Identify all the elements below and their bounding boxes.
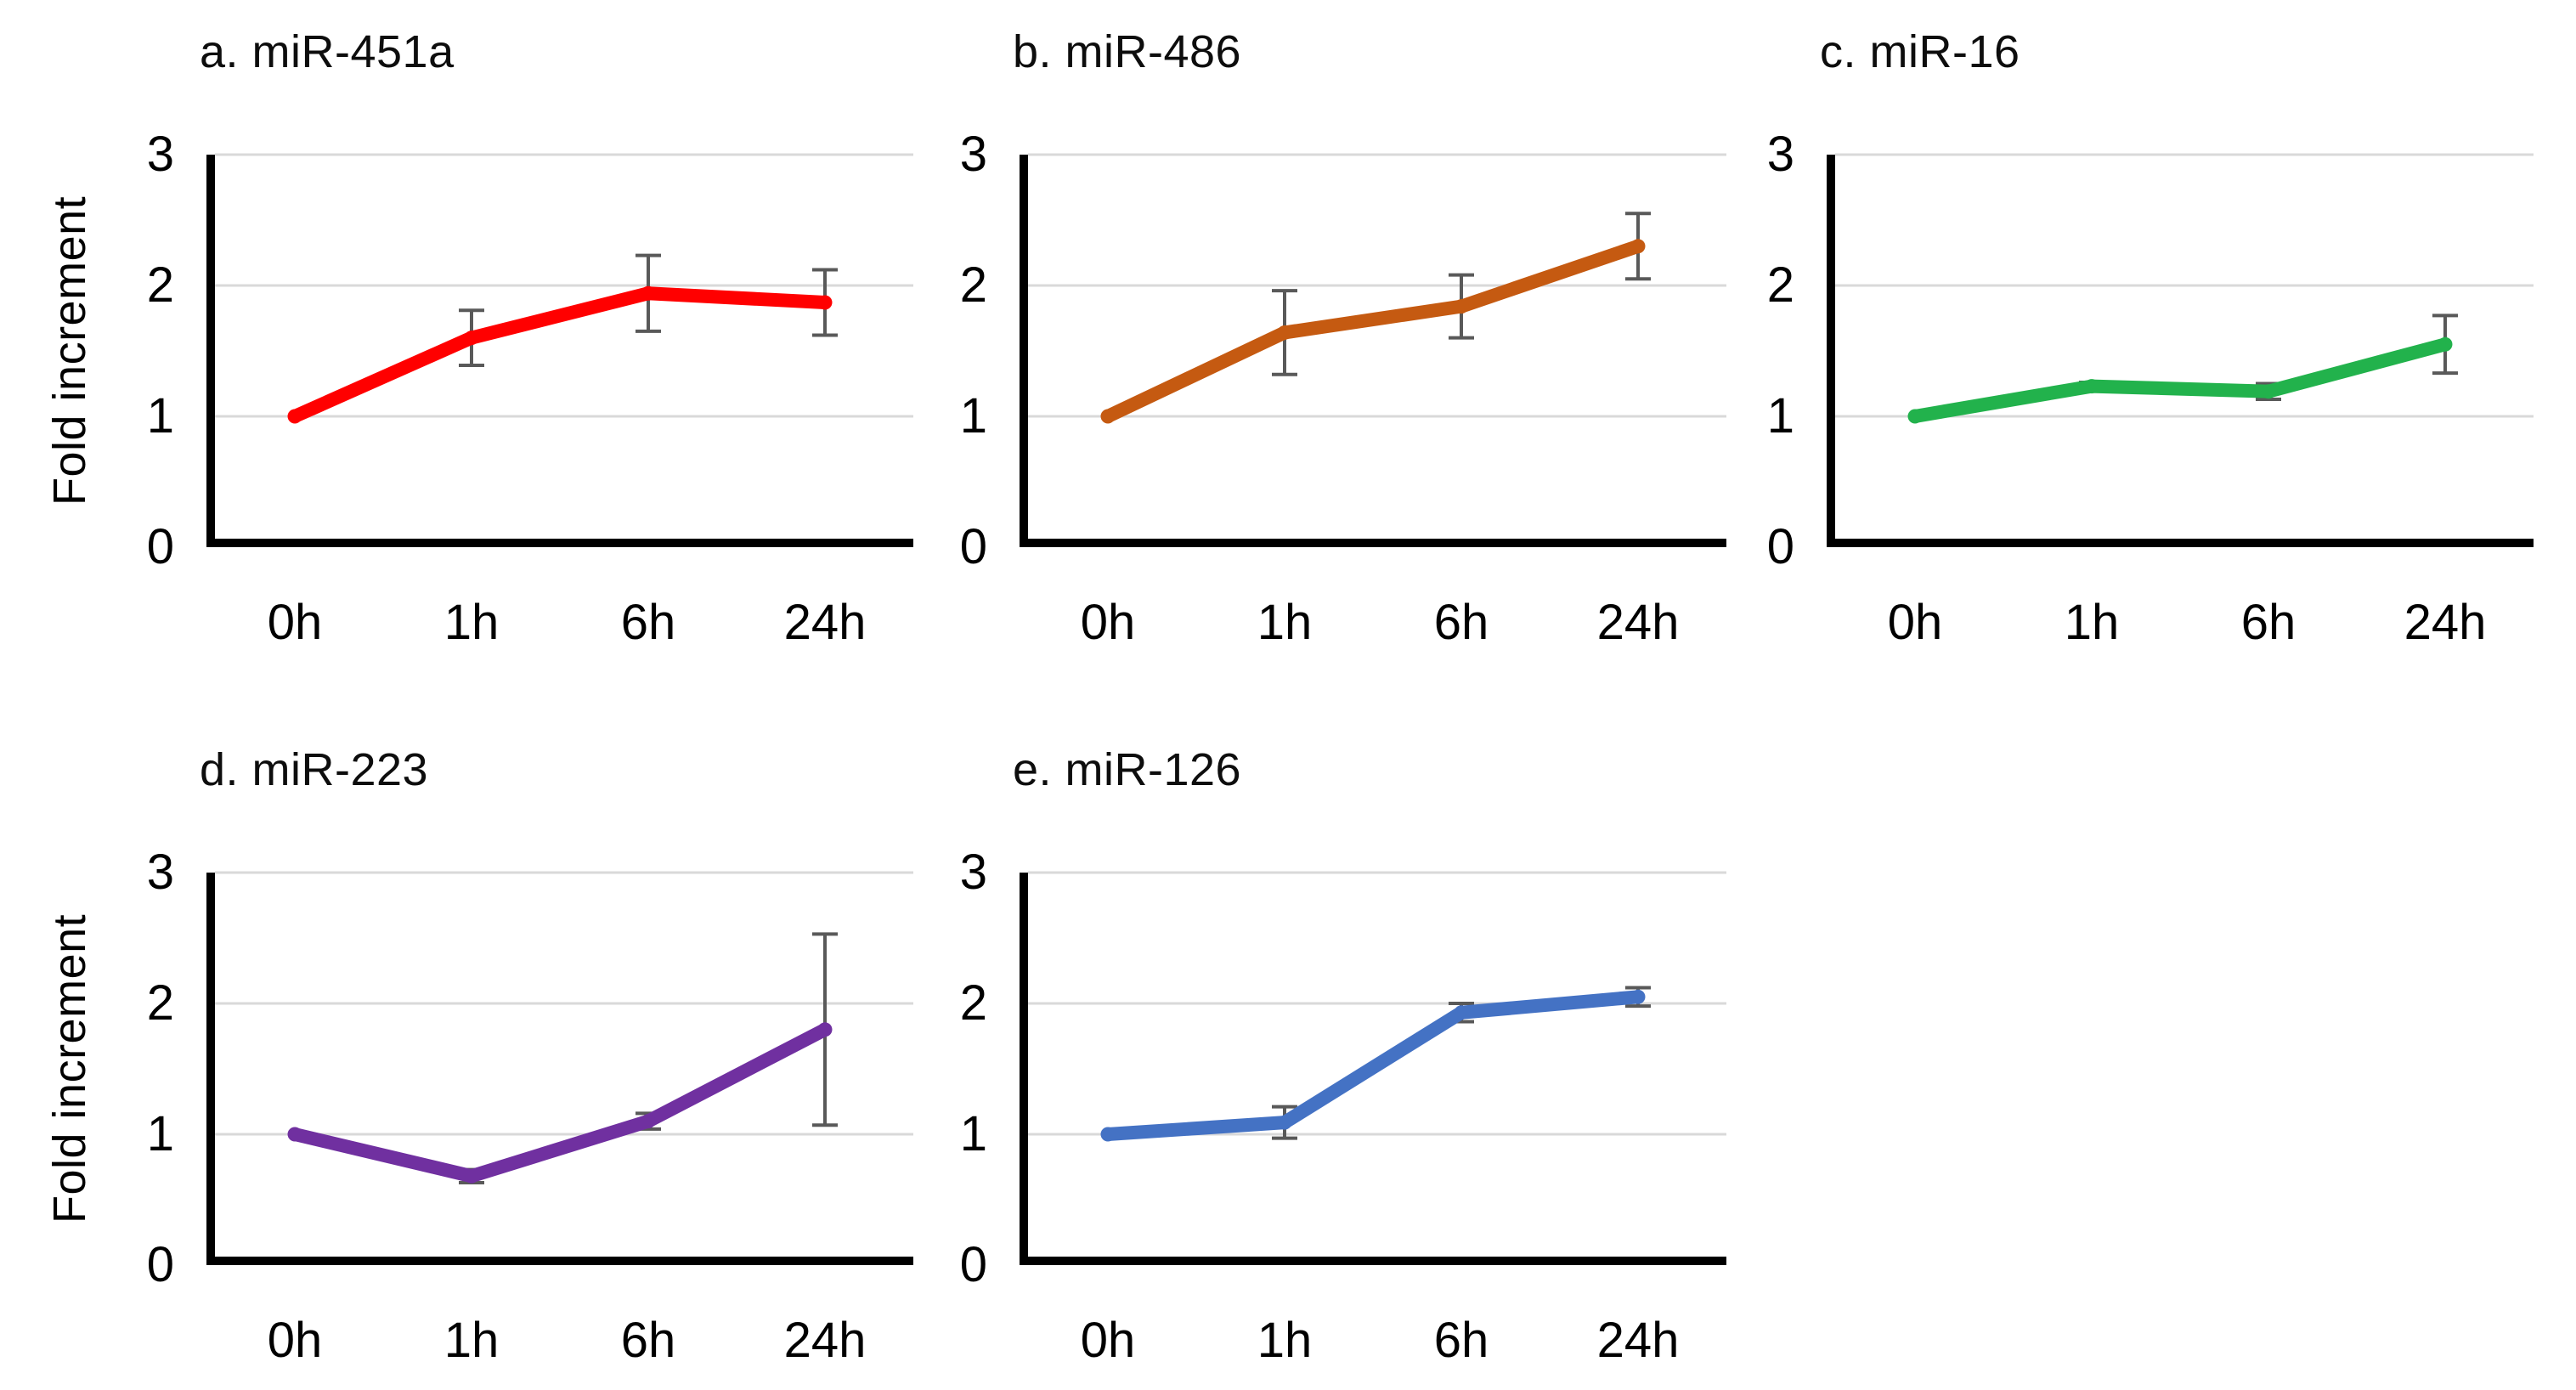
data-point [817,295,833,310]
y-tick-label: 2 [146,257,174,313]
x-axis-ticks: 0h 1h 6h 24h [206,1302,913,1379]
x-axis-ticks: 0h 1h 6h 24h [1020,1302,1726,1379]
y-tick-label: 3 [146,127,174,182]
x-tick-label: 6h [1433,1313,1489,1368]
data-line [288,1022,832,1184]
data-point [641,285,656,301]
y-tick-label: 0 [146,519,174,574]
y-tick-label: 1 [959,1106,987,1161]
x-tick-label: 0h [267,1313,323,1368]
data-point [817,1022,833,1037]
x-tick-label: 1h [1257,1313,1313,1368]
data-point [1454,299,1469,314]
chart-mir-451a: a. miR-451a Fold increment 3 2 1 0 0h 1h 6h 24… [44,26,913,650]
y-axis-ticks: 3 2 1 0 [907,845,987,1292]
x-axis-ticks: 0h 1h 6h 24h [1827,585,2534,661]
y-tick-label: 3 [146,845,174,900]
data-point [1907,409,1923,424]
chart-title: c. miR-16 [1820,26,2020,77]
x-tick-label: 24h [783,1313,867,1368]
chart-title: e. miR-126 [1013,744,1242,795]
y-tick-label: 2 [1766,257,1794,313]
data-point [1277,1115,1292,1130]
y-tick-label: 0 [1766,519,1794,574]
x-tick-label: 24h [2404,595,2487,650]
data-point [2261,384,2276,399]
data-point [287,1127,302,1142]
x-tick-label: 0h [1080,1313,1136,1368]
data-point [1100,409,1116,424]
y-tick-label: 1 [146,388,174,444]
data-line [1101,990,1645,1141]
x-tick-label: 1h [2064,595,2120,650]
x-tick-label: 0h [267,595,323,650]
x-tick-label: 6h [620,595,676,650]
x-axis-ticks: 0h 1h 6h 24h [206,585,913,661]
data-point [1630,989,1646,1004]
y-tick-label: 0 [959,519,987,574]
plot-area [1020,871,1726,1265]
y-tick-label: 1 [146,1106,174,1161]
data-point [1100,1127,1116,1142]
y-axis-label: Fold increment [44,913,95,1224]
y-axis-ticks: 3 2 1 0 [93,845,174,1292]
x-tick-label: 6h [1433,595,1489,650]
x-tick-label: 0h [1080,595,1136,650]
y-axis-ticks: 3 2 1 0 [907,127,987,574]
y-tick-label: 2 [146,975,174,1031]
chart-mir-486: b. miR-486 3 2 1 0 0h 1h 6h 24h [960,26,1726,650]
data-point [287,409,302,424]
x-tick-label: 24h [783,595,867,650]
x-tick-label: 24h [1596,1313,1680,1368]
y-tick-label: 0 [959,1237,987,1292]
x-tick-label: 24h [1596,595,1680,650]
data-point [1630,239,1646,254]
y-tick-label: 3 [1766,127,1794,182]
y-tick-label: 1 [959,388,987,444]
data-point [464,331,479,346]
x-tick-label: 0h [1887,595,1943,650]
data-line [1101,239,1645,423]
y-axis-ticks: 3 2 1 0 [1714,127,1794,574]
data-point [464,1168,479,1184]
x-tick-label: 1h [443,1313,500,1368]
data-point [1454,1005,1469,1020]
plot-area [1020,153,1726,547]
data-point [2438,336,2453,352]
y-tick-label: 2 [959,257,987,313]
y-tick-label: 1 [1766,388,1794,444]
plot-area [1827,153,2534,547]
plot-area [206,153,913,547]
data-point [1277,325,1292,340]
y-tick-label: 2 [959,975,987,1031]
data-point [2084,379,2099,394]
data-point [641,1114,656,1129]
chart-title: d. miR-223 [200,744,429,795]
plot-area [206,871,913,1265]
x-tick-label: 6h [2240,595,2296,650]
x-tick-label: 1h [443,595,500,650]
y-tick-label: 0 [146,1237,174,1292]
y-axis-label: Fold increment [44,195,95,506]
y-tick-label: 3 [959,845,987,900]
chart-mir-223: d. miR-223 Fold increment 3 2 1 0 0h 1h 6h 24h [44,744,913,1368]
data-line [1908,337,2452,423]
chart-mir-16: c. miR-16 3 2 1 0 0h 1h 6h 24h [1767,26,2534,650]
y-tick-label: 3 [959,127,987,182]
y-axis-ticks: 3 2 1 0 [93,127,174,574]
x-tick-label: 1h [1257,595,1313,650]
chart-mir-126: e. miR-126 3 2 1 0 0h 1h 6h 24h [960,744,1726,1368]
data-line [288,286,832,423]
x-axis-ticks: 0h 1h 6h 24h [1020,585,1726,661]
chart-title: a. miR-451a [200,26,455,77]
chart-title: b. miR-486 [1013,26,1242,77]
x-tick-label: 6h [620,1313,676,1368]
